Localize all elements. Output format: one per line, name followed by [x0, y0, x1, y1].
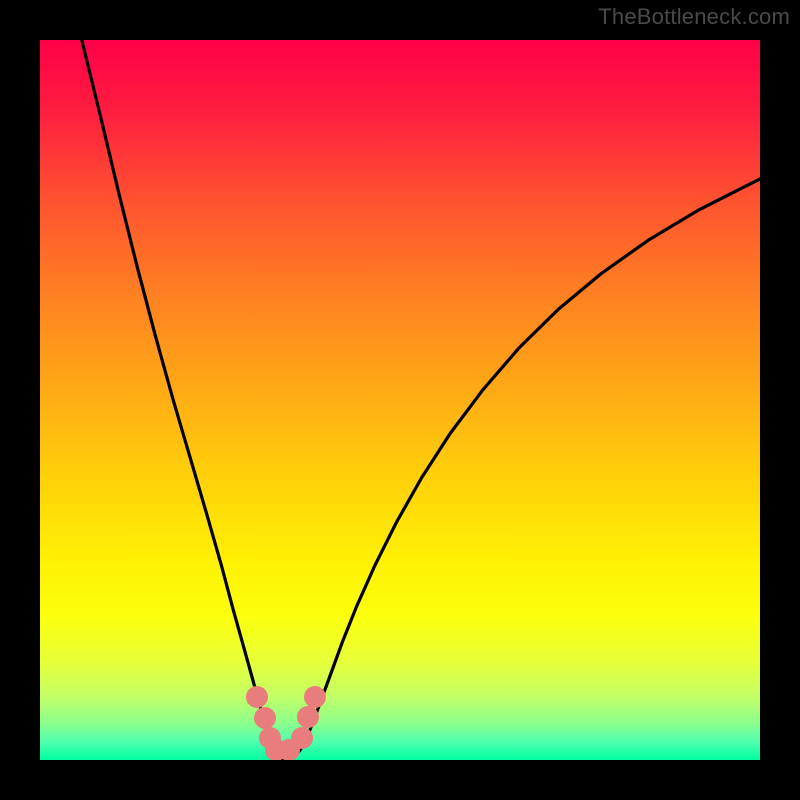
- curve-marker: [297, 706, 319, 728]
- chart-container: TheBottleneck.com: [0, 0, 800, 800]
- bottleneck-curve: [40, 40, 760, 760]
- plot-area: [40, 40, 760, 760]
- curve-marker: [304, 686, 326, 708]
- curve-marker: [291, 727, 313, 749]
- curve-marker: [254, 707, 276, 729]
- watermark-text: TheBottleneck.com: [598, 4, 790, 30]
- curve-marker: [246, 686, 268, 708]
